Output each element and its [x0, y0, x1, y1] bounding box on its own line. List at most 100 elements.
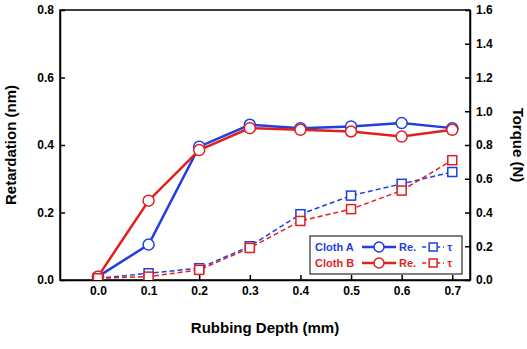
tick-label: 0.5 — [343, 284, 360, 298]
tick: 0.2 — [37, 206, 65, 220]
tick: 0.6 — [394, 275, 411, 298]
data-point — [296, 216, 305, 225]
legend-marker — [429, 259, 437, 267]
tick-label: 0.4 — [293, 284, 310, 298]
tick-mark — [60, 145, 65, 147]
data-point — [245, 243, 254, 252]
tick-mark — [465, 145, 470, 147]
legend: Cloth ARe.τCloth BRe.τ — [310, 236, 462, 274]
data-point — [194, 145, 205, 156]
tick-mark — [60, 280, 65, 282]
tick-mark — [60, 10, 65, 12]
data-point — [397, 186, 406, 195]
tick-label: 1.2 — [476, 71, 493, 85]
tick: 1.6 — [465, 3, 493, 17]
tick: 0.6 — [465, 172, 493, 186]
legend-label: τ — [447, 241, 452, 253]
data-point — [347, 205, 356, 214]
plot-frame — [60, 10, 470, 280]
tick-label: 0.0 — [37, 273, 54, 287]
tick-mark — [351, 275, 353, 280]
tick: 0.5 — [343, 275, 360, 298]
tick: 0.3 — [242, 275, 259, 298]
tick: 0.4 — [37, 138, 65, 152]
legend-marker — [429, 243, 437, 251]
tick-mark — [452, 275, 454, 280]
tick-label: 0.6 — [476, 172, 493, 186]
tick: 1.4 — [465, 37, 493, 51]
data-point — [244, 123, 255, 134]
tick-label: 0.6 — [37, 71, 54, 85]
tick-mark — [465, 212, 470, 214]
tick: 0.6 — [37, 71, 65, 85]
tick-label: 0.2 — [191, 284, 208, 298]
tick-label: 0.3 — [242, 284, 259, 298]
tick-mark — [465, 10, 470, 12]
series-line — [98, 172, 452, 278]
tick-label: 0.8 — [37, 3, 54, 17]
tick-label: 1.6 — [476, 3, 493, 17]
tick: 0.8 — [37, 3, 65, 17]
tick-label: 0.2 — [476, 240, 493, 254]
chart: 0.00.10.20.30.40.50.60.70.00.20.40.60.80… — [0, 0, 527, 349]
legend-marker — [374, 242, 384, 252]
tick-label: 0.2 — [37, 206, 54, 220]
tick-mark — [250, 275, 252, 280]
data-point — [143, 195, 154, 206]
tick-mark — [465, 44, 470, 46]
legend-label: Re. — [399, 257, 416, 269]
x-axis: 0.00.10.20.30.40.50.60.7 — [61, 275, 471, 298]
legend-group-label: Cloth B — [315, 257, 354, 269]
axis-line — [61, 280, 471, 282]
data-point — [448, 156, 457, 165]
legend-marker — [374, 258, 384, 268]
tick-mark — [401, 275, 403, 280]
y-axis-title: Retardation (nm) — [2, 85, 19, 205]
tick: 0.4 — [293, 275, 310, 298]
tick: 1.2 — [465, 71, 493, 85]
tick: 0.2 — [465, 240, 493, 254]
tick: 0.8 — [465, 138, 493, 152]
legend-label: τ — [447, 257, 452, 269]
data-point — [447, 124, 458, 135]
data-point — [92, 271, 103, 280]
data-point — [195, 265, 204, 274]
tick-mark — [465, 280, 470, 282]
tick-mark — [465, 111, 470, 113]
tick-label: 0.6 — [394, 284, 411, 298]
tick-mark — [465, 246, 470, 248]
tick-label: 0.7 — [444, 284, 461, 298]
tick: 0.0 — [465, 273, 493, 287]
plot: 0.00.10.20.30.40.50.60.70.00.20.40.60.80… — [37, 3, 493, 297]
data-point — [143, 239, 154, 250]
tick-mark — [199, 275, 201, 280]
y2-axis-title: Torque (N) — [510, 108, 527, 183]
data-point — [396, 118, 407, 129]
tick: 0.2 — [191, 275, 208, 298]
tick-mark — [465, 179, 470, 181]
tick-label: 0.4 — [37, 138, 54, 152]
data-point — [396, 131, 407, 142]
data-point — [448, 168, 457, 177]
data-point — [93, 274, 102, 280]
tick: 1.0 — [465, 105, 493, 119]
tick: 0.0 — [37, 273, 65, 287]
data-point — [93, 274, 102, 280]
tick-label: 0.0 — [476, 273, 493, 287]
tick-mark — [60, 77, 65, 79]
tick-label: 0.8 — [476, 138, 493, 152]
data-point — [92, 271, 103, 280]
tick-mark — [300, 275, 302, 280]
tick-mark — [60, 212, 65, 214]
tick: 0.7 — [444, 275, 461, 298]
y2-axis: 0.0 0.2 0.4 0.6 0.8 1.0 1.2 1.4 1.6 — [465, 3, 493, 287]
tick-mark — [465, 77, 470, 79]
tick: 0.4 — [465, 206, 493, 220]
legend-box — [310, 236, 462, 274]
data-point — [347, 191, 356, 200]
legend-group-label: Cloth A — [315, 241, 354, 253]
data-point — [144, 272, 153, 280]
data-point — [346, 126, 357, 137]
tick-label: 0.0 — [90, 284, 107, 298]
data-point — [295, 124, 306, 135]
